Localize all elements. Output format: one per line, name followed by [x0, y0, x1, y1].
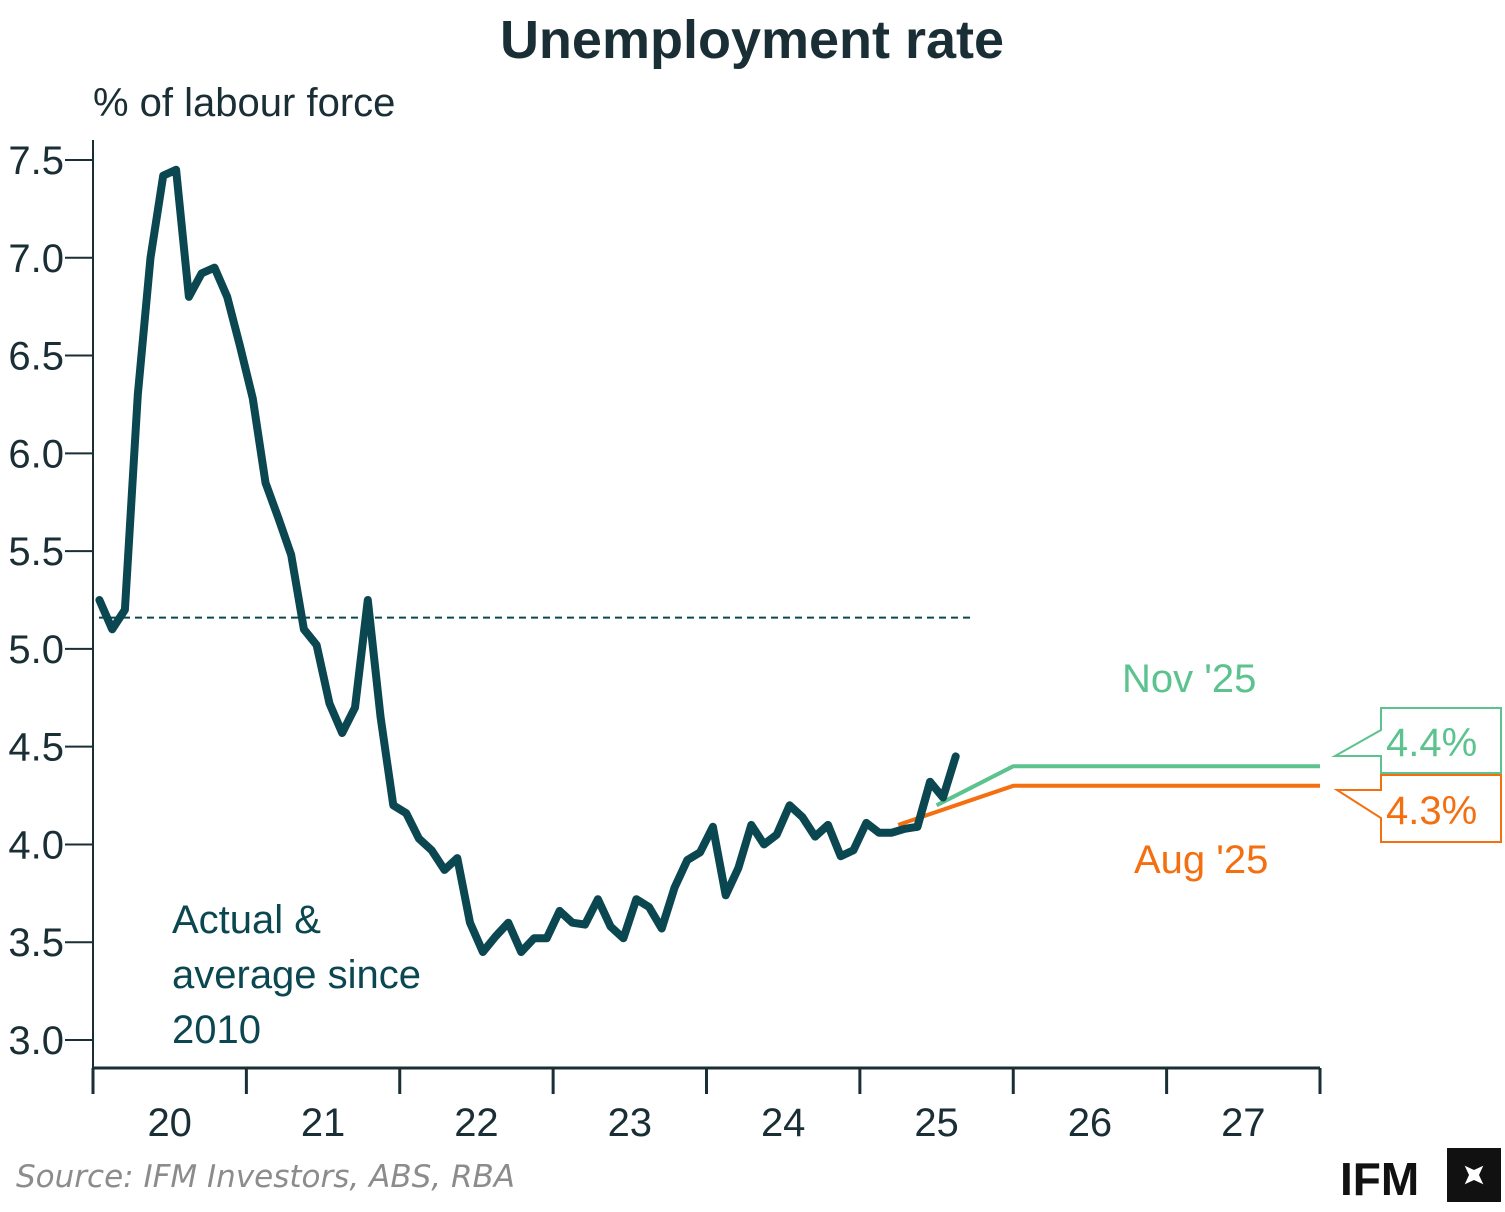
y-tick-label: 5.5 — [8, 530, 64, 574]
nov-end-callout: 4.4% — [1331, 707, 1502, 774]
actual-average-annotation: Actual & average since 2010 — [172, 898, 432, 1052]
x-tick-label: 20 — [147, 1101, 192, 1145]
nov-25-forecast-line — [935, 764, 1320, 808]
x-tick-label: 21 — [301, 1101, 346, 1145]
x-ticks: 20 21 22 23 24 25 26 27 — [91, 1068, 1322, 1145]
x-tick-label: 25 — [914, 1101, 959, 1145]
y-tick-label: 3.0 — [8, 1019, 64, 1063]
actual-annotation-line-1: Actual & — [172, 898, 321, 942]
ifm-logo-text: IFM — [1340, 1153, 1419, 1205]
actual-unemployment-line — [95, 165, 935, 956]
actual-annotation-line-3: 2010 — [172, 1008, 261, 1052]
ifm-logo-mark-icon — [1447, 1148, 1501, 1202]
aug-end-callout: 4.3% — [1333, 774, 1502, 843]
nov-25-label: Nov '25 — [1122, 657, 1256, 701]
nov-callout-box — [1331, 707, 1502, 774]
source-note: Source: IFM Investors, ABS, RBA — [16, 1159, 515, 1195]
x-tick-label: 27 — [1221, 1101, 1266, 1145]
y-ticks: 3.0 3.5 4.0 4.5 5.0 5.5 6.0 6.5 7.0 7.5 — [8, 139, 93, 1063]
chart-title: Unemployment rate — [500, 10, 1004, 70]
x-tick-label: 23 — [608, 1101, 653, 1145]
y-tick-label: 4.5 — [8, 726, 64, 770]
y-tick-label: 6.5 — [8, 335, 64, 379]
y-axis-label: % of labour force — [93, 81, 395, 125]
actual-annotation-line-2: average since — [172, 953, 421, 997]
y-tick-label: 6.0 — [8, 432, 64, 476]
y-tick-label: 4.0 — [8, 823, 64, 867]
aug-end-value: 4.3% — [1386, 789, 1477, 833]
x-tick-label: 26 — [1068, 1101, 1113, 1145]
aug-25-label: Aug '25 — [1134, 838, 1268, 882]
aug-callout-box — [1333, 774, 1502, 843]
x-tick-label: 22 — [454, 1101, 499, 1145]
actual-unemployment-tail-line — [913, 752, 960, 831]
y-tick-label: 7.5 — [8, 139, 64, 183]
y-tick-label: 3.5 — [8, 921, 64, 965]
x-tick-label: 24 — [761, 1101, 806, 1145]
ifm-logo: IFM — [1340, 1148, 1501, 1205]
y-tick-label: 5.0 — [8, 628, 64, 672]
aug-25-forecast-line — [897, 783, 1320, 827]
y-tick-label: 7.0 — [8, 237, 64, 281]
nov-end-value: 4.4% — [1386, 721, 1477, 765]
